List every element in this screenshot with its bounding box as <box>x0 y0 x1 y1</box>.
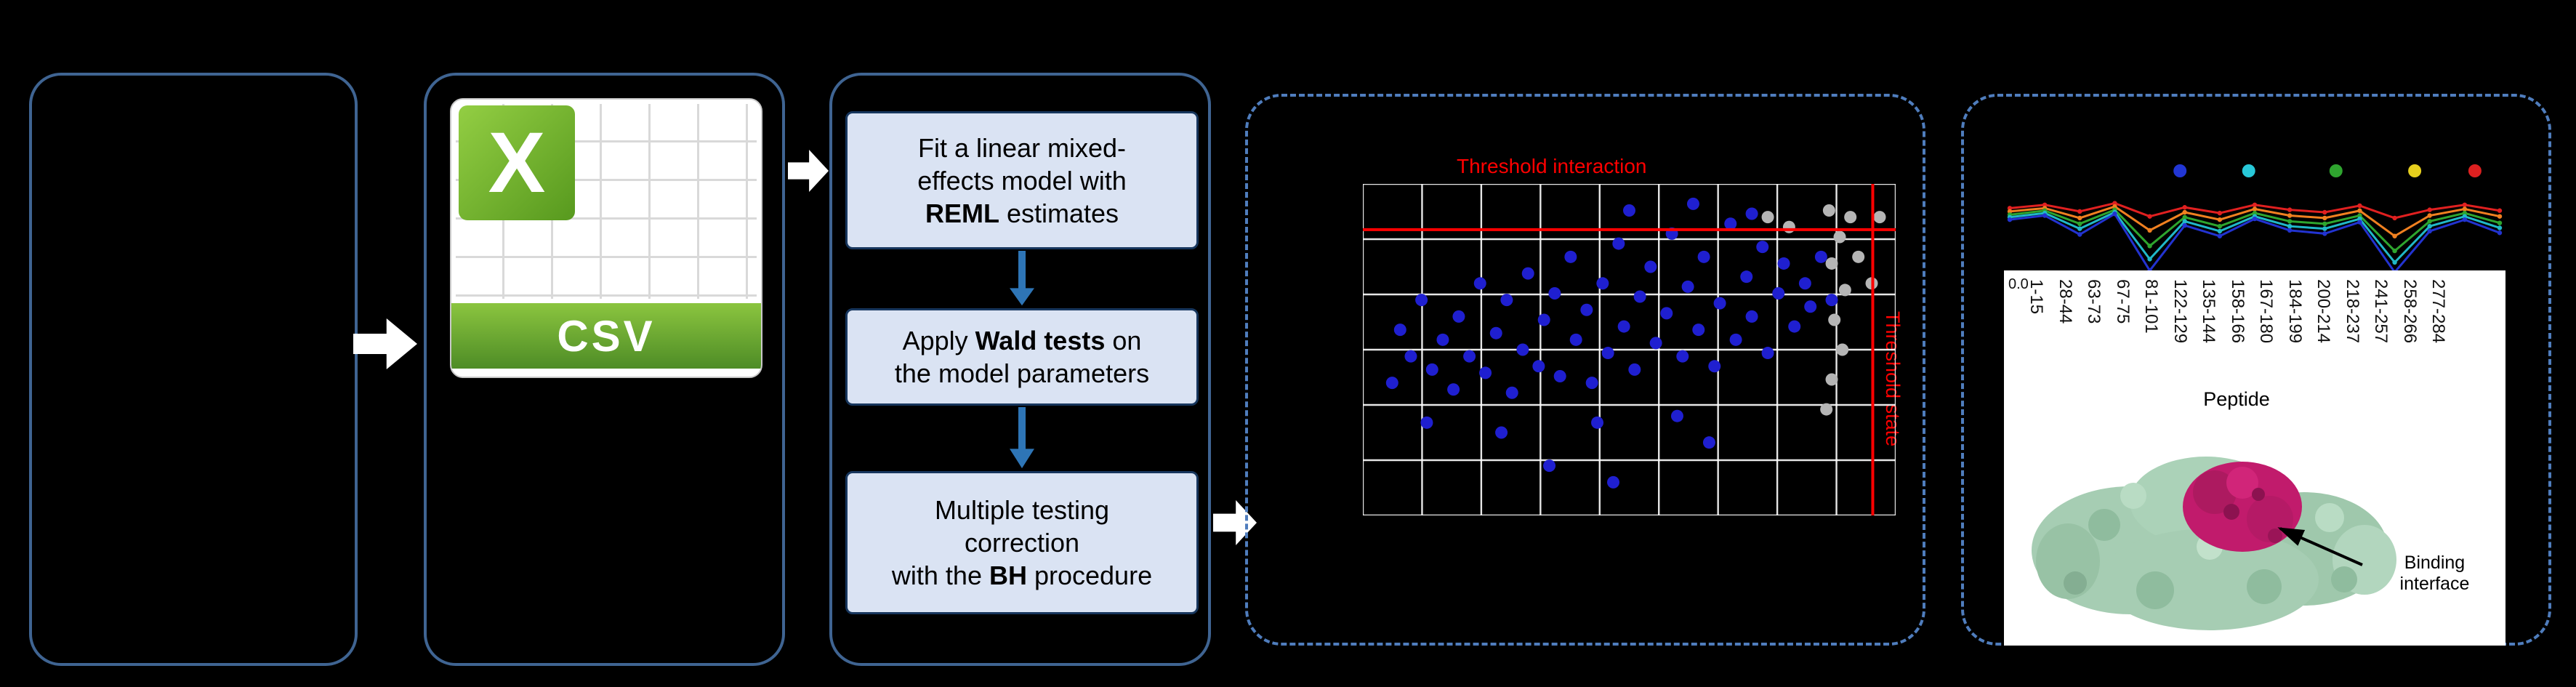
step-line: effects model with <box>917 164 1126 197</box>
excel-x-logo: X <box>459 105 575 220</box>
scatter-grid <box>1363 184 1896 515</box>
profile-legend-dots <box>2173 164 2482 177</box>
peptide-tick-label: 167-180 <box>2256 279 2276 344</box>
step-line: Apply Wald tests on <box>903 324 1142 357</box>
down-arrow-2-icon <box>1010 407 1034 469</box>
step-line: Multiple testing <box>935 494 1109 526</box>
panel-csv-file: X CSV <box>424 73 785 666</box>
peptide-tick-label: 28-44 <box>2055 279 2075 324</box>
step-line: REML estimates <box>925 197 1119 230</box>
scatter-plot <box>1363 184 1896 515</box>
peptide-tick-label: 277-284 <box>2428 279 2448 344</box>
step-text: correction <box>964 528 1080 558</box>
peptide-tick-label: 218-237 <box>2342 279 2362 344</box>
peptide-tick-label: 200-214 <box>2314 279 2333 344</box>
panel-input <box>29 73 358 666</box>
step-text: Fit a linear mixed- <box>917 132 1127 163</box>
peptide-tick-label: 63-73 <box>2084 279 2104 324</box>
peptide-axis-title: Peptide <box>2203 388 2270 410</box>
step-text-bold: Wald tests <box>975 326 1106 355</box>
profile-series-red <box>2007 201 2503 221</box>
annotation-line: interface <box>2399 573 2470 594</box>
step-multiple-testing: Multiple testing correction with the BH … <box>845 471 1199 614</box>
profile-series-cyan <box>2007 209 2503 265</box>
csv-banner-label: CSV <box>557 311 656 361</box>
binding-interface-arrow <box>2277 527 2363 566</box>
step-text: the model parameters <box>894 358 1150 388</box>
peptide-tick-label: 184-199 <box>2285 279 2305 344</box>
csv-file-icon: X CSV <box>450 98 762 378</box>
flow-arrow-1-icon <box>353 318 417 369</box>
scatter-blue-points <box>1385 197 1838 489</box>
excel-x-letter: X <box>488 115 546 211</box>
step-text: effects model with <box>917 165 1127 196</box>
binding-interface-annotation: Binding interface <box>2367 553 2502 595</box>
peptide-tick-label: 158-166 <box>2227 279 2247 344</box>
step-text-bold: BH <box>989 561 1027 590</box>
protein-structure-graphic <box>2032 457 2396 630</box>
step-line: the model parameters <box>895 357 1149 390</box>
panel-peptide-results: 0.0 1-15 28-44 63-73 67-75 81-101 122-129 135-… <box>1961 94 2551 646</box>
flow-arrow-2-icon <box>788 150 829 192</box>
step-text: on <box>1105 326 1142 355</box>
step-fit-model: Fit a linear mixed- effects model with R… <box>845 111 1199 249</box>
step-text: procedure <box>1026 561 1153 590</box>
step-text: estimates <box>999 198 1119 228</box>
scatter-threshold-interaction-label: Threshold interaction <box>1457 155 1647 177</box>
profile-series-blue <box>2007 212 2503 275</box>
down-arrow-1-icon <box>1010 251 1034 306</box>
peptide-tick-label: 67-75 <box>2112 279 2133 324</box>
y-axis-tick-label: 0.0 <box>2008 276 2029 292</box>
step-text: Apply <box>902 326 975 355</box>
step-line: Fit a linear mixed- <box>918 132 1126 164</box>
csv-banner: CSV <box>451 303 761 369</box>
profile-series-orange <box>2007 204 2503 238</box>
step-line: with the BH procedure <box>892 559 1152 592</box>
panel-statistical-pipeline: Fit a linear mixed- effects model with R… <box>829 73 1211 666</box>
panel-scatter-results: Threshold interaction Threshold state <box>1245 94 1925 646</box>
peptide-tick-label: 81-101 <box>2141 279 2161 334</box>
peptide-figure-background: 0.0 1-15 28-44 63-73 67-75 81-101 122-129 135-… <box>2004 270 2505 646</box>
peptide-tick-label: 122-129 <box>2170 279 2190 344</box>
scatter-gray-points <box>1761 204 1886 416</box>
peptide-tick-label: 135-144 <box>2199 279 2218 344</box>
csv-card: X CSV <box>450 98 762 378</box>
peptide-tick-label: 258-266 <box>2399 279 2420 344</box>
step-wald-tests: Apply Wald tests on the model parameters <box>845 308 1199 406</box>
step-text: with the <box>891 561 989 590</box>
step-text: Multiple testing <box>934 495 1110 525</box>
step-text-bold: REML <box>925 198 999 228</box>
deuteration-profile-chart <box>2007 164 2503 275</box>
peptide-tick-label: 1-15 <box>2026 279 2046 315</box>
binding-interface-region <box>2183 462 2302 552</box>
step-line: correction <box>965 526 1079 559</box>
peptide-tick-label: 241-257 <box>2371 279 2391 344</box>
protein-surface <box>2032 457 2396 630</box>
annotation-line: Binding <box>2404 553 2466 573</box>
